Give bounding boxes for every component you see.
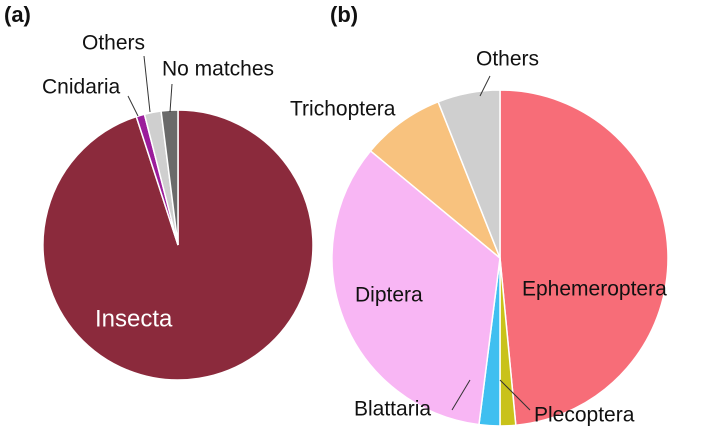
slice-label: Plecoptera [534,404,635,427]
leader-line [143,55,151,113]
leader-line [499,379,531,411]
pie-slice [437,89,501,259]
slice-label: Ephemeroptera [522,278,667,301]
slice-label: Others [82,32,145,55]
panel-label: (b) [330,2,358,27]
leader-line [169,83,173,113]
leader-line [451,379,471,411]
pie-slice [499,89,669,427]
pie-slice [160,109,179,246]
slice-label: Insecta [95,305,173,332]
pie-slice [331,149,501,426]
slice-label: Blattaria [354,398,431,421]
slice-label: Cnidaria [42,76,121,99]
slice-label: No matches [162,58,274,81]
slice-label: Others [476,48,539,71]
slice-label: Trichoptera [290,98,396,121]
slice-label: Diptera [355,284,423,307]
leader-line [479,75,491,97]
leader-line [127,95,139,117]
panel-label: (a) [4,2,31,27]
